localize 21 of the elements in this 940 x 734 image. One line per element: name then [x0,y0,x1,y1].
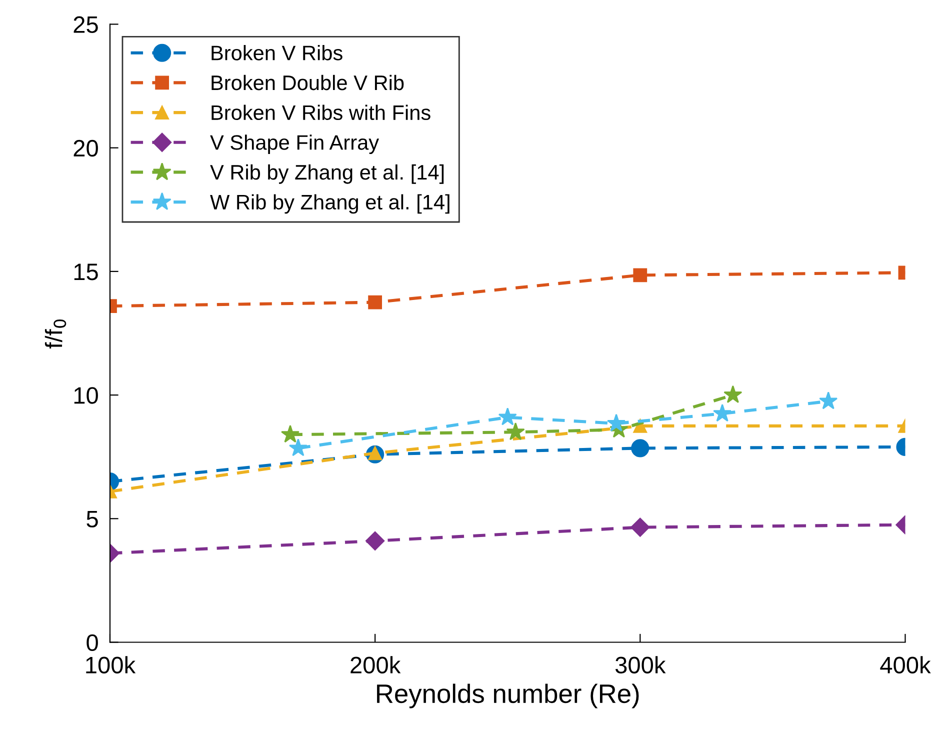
x-tick-label: 100k [86,656,136,674]
y-tick-label: 5 [86,510,98,528]
point [506,422,525,440]
y-axis-title: f/f$_{0}$ [44,319,66,348]
legend-label: Broken V Ribs [212,45,342,60]
legend-label: V Rib by Zhang et al. [14] [210,164,444,184]
x-axis-title: Reynolds number (Re) [377,684,639,708]
legend-label: Broken V Ribs with Fins [212,104,430,120]
legend-label: W Rib by Zhang et al. [14] [210,194,450,214]
legend-label: V Shape Fin Array [210,134,380,154]
y-tick-label: 0 [86,634,98,652]
y-tick-label: 20 [74,140,98,157]
point [607,414,626,432]
x-tick-label: 300k [615,656,666,674]
legend-label: Broken Double V Rib [212,74,404,90]
y-tick-label: 10 [74,387,98,404]
y-tick-label: 25 [74,16,98,34]
x-tick-label: 200k [350,656,401,674]
x-tick-label: 400k [880,656,931,674]
y-tick-label: 15 [74,264,98,280]
point [498,408,517,426]
